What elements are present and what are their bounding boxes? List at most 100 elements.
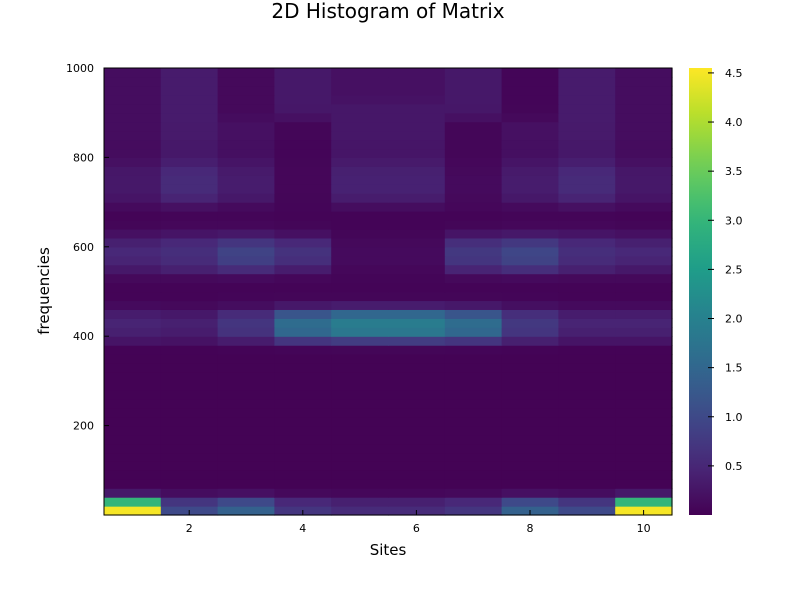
- heatmap-cell: [388, 461, 446, 471]
- heatmap-cell: [558, 130, 616, 141]
- heatmap-cell: [331, 309, 389, 319]
- heatmap-cell: [558, 68, 616, 78]
- heatmap-cell: [558, 94, 616, 105]
- heatmap-cell: [331, 416, 389, 427]
- heatmap-cell: [615, 488, 673, 498]
- heatmap-cell: [331, 85, 389, 96]
- heatmap-cell: [615, 228, 673, 239]
- heatmap-cell: [444, 219, 503, 230]
- y-tick-label: 800: [73, 151, 94, 164]
- heatmap-cell: [217, 309, 275, 319]
- heatmap-cell: [331, 157, 389, 167]
- heatmap-cell: [217, 112, 275, 123]
- heatmap-cell: [444, 318, 503, 328]
- heatmap-cell: [160, 327, 219, 337]
- heatmap-cell: [274, 434, 332, 445]
- heatmap-cell: [444, 470, 503, 480]
- heatmap-cell: [444, 452, 503, 462]
- heatmap-cell: [501, 443, 559, 454]
- heatmap-cell: [615, 121, 673, 132]
- heatmap-cell: [501, 282, 559, 293]
- heatmap-cell: [331, 380, 389, 391]
- heatmap-cell: [615, 425, 673, 436]
- heatmap-cell: [558, 139, 616, 150]
- heatmap-cell: [160, 282, 219, 293]
- heatmap-cell: [274, 407, 332, 418]
- heatmap-cell: [160, 318, 219, 328]
- heatmap-cell: [104, 130, 162, 141]
- heatmap-cell: [501, 309, 559, 319]
- heatmap-cell: [615, 318, 673, 328]
- heatmap-cell: [104, 479, 162, 489]
- heatmap-cell: [558, 452, 616, 462]
- heatmap-cell: [274, 309, 332, 319]
- heatmap-cell: [501, 148, 559, 158]
- heatmap-cell: [444, 291, 503, 302]
- heatmap-cell: [444, 309, 503, 319]
- heatmap-cell: [217, 76, 275, 87]
- heatmap-cell: [444, 139, 503, 150]
- heatmap-cell: [444, 157, 503, 167]
- heatmap-cell: [444, 327, 503, 337]
- heatmap-cell: [558, 148, 616, 158]
- colorbar-tick-label: 1.5: [725, 362, 743, 375]
- heatmap-cell: [558, 85, 616, 96]
- heatmap-cell: [331, 237, 389, 248]
- heatmap-cell: [388, 407, 446, 418]
- heatmap-cell: [444, 246, 503, 257]
- heatmap-cell: [558, 443, 616, 454]
- colorbar: [689, 68, 712, 515]
- heatmap-cell: [331, 389, 389, 400]
- heatmap-cell: [160, 184, 219, 194]
- heatmap-cell: [615, 443, 673, 454]
- heatmap-cell: [217, 318, 275, 328]
- heatmap-cell: [274, 121, 332, 132]
- x-tick-label: 10: [637, 522, 651, 535]
- heatmap-cell: [274, 345, 332, 355]
- heatmap-cell: [104, 202, 162, 212]
- heatmap-cell: [104, 363, 162, 373]
- colorbar-tick-label: 1.0: [725, 411, 743, 424]
- heatmap-cell: [558, 434, 616, 445]
- heatmap-cell: [160, 68, 219, 78]
- heatmap-cell: [104, 193, 162, 203]
- heatmap-cell: [331, 175, 389, 185]
- heatmap-cell: [274, 112, 332, 123]
- heatmap-cell: [388, 488, 446, 498]
- heatmap-cell: [104, 452, 162, 462]
- heatmap-cell: [274, 94, 332, 105]
- heatmap-cell: [558, 506, 616, 516]
- heatmap-cell: [104, 121, 162, 132]
- heatmap-cell: [331, 407, 389, 418]
- heatmap-cell: [388, 264, 446, 275]
- heatmap-cell: [274, 246, 332, 257]
- heatmap-cell: [615, 255, 673, 266]
- heatmap-cell: [274, 264, 332, 275]
- heatmap-cell: [388, 291, 446, 302]
- heatmap-cell: [558, 112, 616, 123]
- heatmap-cell: [217, 246, 275, 257]
- heatmap-cell: [558, 309, 616, 319]
- chart-title: 2D Histogram of Matrix: [271, 0, 504, 23]
- heatmap-cell: [331, 211, 389, 221]
- heatmap-cell: [217, 300, 275, 310]
- x-tick-label: 6: [413, 522, 420, 535]
- heatmap-cells: [104, 68, 673, 516]
- heatmap-cell: [501, 255, 559, 266]
- heatmap-cell: [388, 327, 446, 337]
- heatmap-cell: [104, 76, 162, 87]
- heatmap-cell: [558, 219, 616, 230]
- heatmap-cell: [274, 282, 332, 293]
- heatmap-cell: [217, 184, 275, 194]
- heatmap-cell: [615, 470, 673, 480]
- heatmap-cell: [104, 184, 162, 194]
- y-tick-label: 400: [73, 330, 94, 343]
- heatmap-cell: [217, 345, 275, 355]
- heatmap-cell: [388, 380, 446, 391]
- heatmap-cell: [444, 255, 503, 266]
- heatmap-cell: [274, 237, 332, 248]
- heatmap-cell: [501, 228, 559, 239]
- heatmap-cell: [104, 425, 162, 436]
- heatmap-cell: [558, 416, 616, 427]
- heatmap-cell: [104, 237, 162, 248]
